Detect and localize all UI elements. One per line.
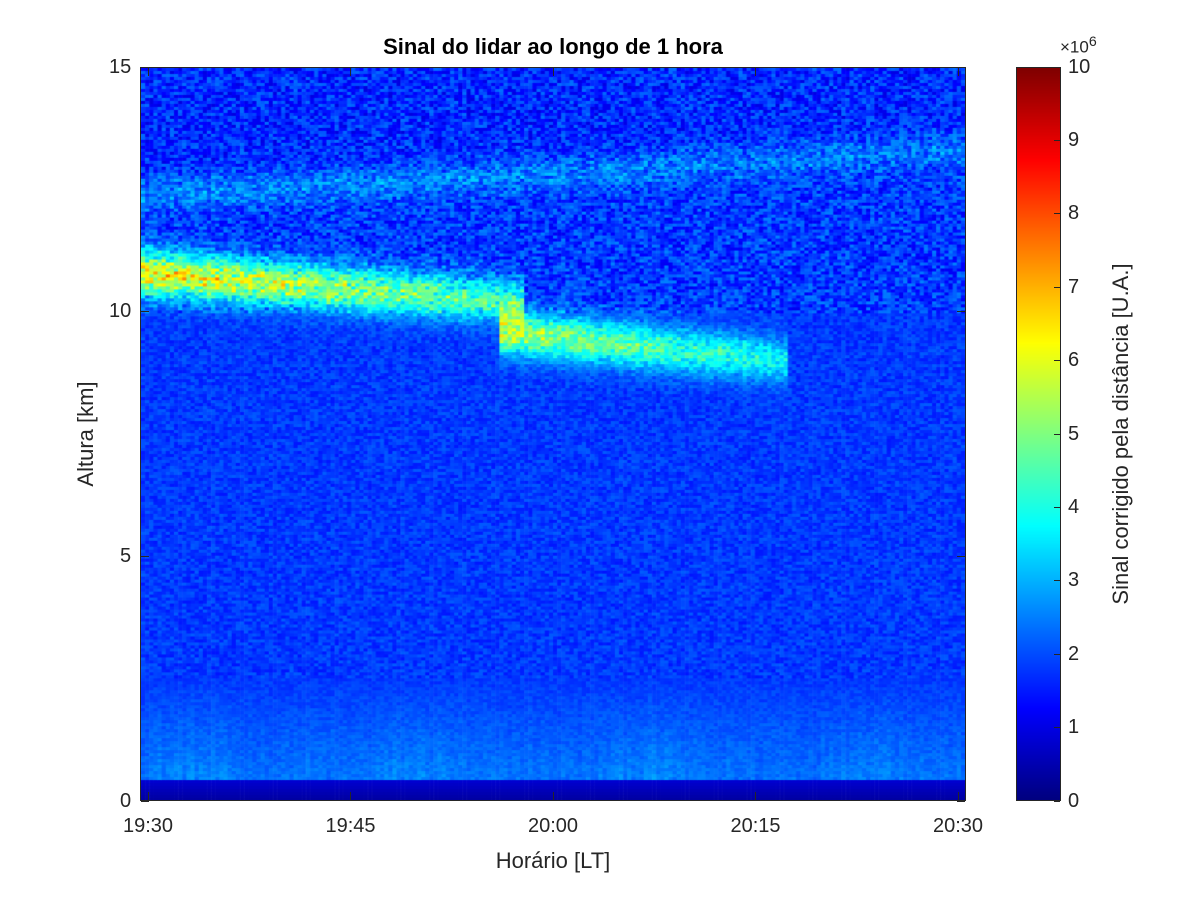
y-tick-mark [141, 311, 149, 313]
x-tick-mark [755, 68, 756, 76]
x-tick-label: 19:30 [123, 815, 174, 837]
x-tick-label: 20:00 [528, 815, 579, 837]
y-tick-label: 0 [120, 789, 132, 812]
x-tick-mark [755, 792, 756, 800]
x-tick-mark [957, 792, 959, 800]
colorbar-tick-label: 2 [1068, 642, 1080, 665]
y-tick-label: 15 [109, 55, 132, 78]
colorbar-tick-mark [1054, 360, 1060, 362]
colorbar-tick-label: 10 [1068, 55, 1091, 78]
y-tick-label: 5 [120, 544, 132, 567]
y-tick-mark [957, 311, 965, 313]
x-tick-mark [350, 792, 351, 800]
y-tick-mark [957, 66, 965, 68]
x-tick-mark [552, 68, 554, 76]
colorbar-tick-label: 3 [1068, 569, 1080, 592]
x-tick-mark [147, 792, 149, 800]
heatmap-plot-area [140, 67, 966, 801]
x-tick-label: 20:15 [730, 815, 781, 837]
colorbar [1016, 67, 1061, 801]
colorbar-tick-label: 7 [1068, 275, 1080, 298]
y-axis-label: Altura [km] [73, 381, 98, 487]
x-tick-label: 20:30 [933, 815, 984, 837]
colorbar-tick-mark [1054, 433, 1060, 435]
y-tick-mark [957, 800, 965, 802]
y-tick-label: 10 [109, 300, 132, 323]
colorbar-tick-mark [1054, 66, 1060, 68]
colorbar-tick-label: 8 [1068, 202, 1080, 225]
colorbar-tick-mark [1054, 653, 1060, 655]
colorbar-tick-label: 6 [1068, 349, 1080, 372]
colorbar-label: Sinal corrigido pela distância [U.A.] [1108, 263, 1133, 605]
colorbar-exponent: ×106 [1060, 34, 1097, 58]
colorbar-tick-mark [1054, 139, 1060, 141]
colorbar-tick-label: 0 [1068, 789, 1080, 812]
y-tick-mark [141, 66, 149, 68]
chart-title: Sinal do lidar ao longo de 1 hora [383, 34, 723, 59]
colorbar-tick-mark [1054, 800, 1060, 802]
colorbar-tick-label: 4 [1068, 495, 1080, 518]
colorbar-exponent-base: ×10 [1060, 37, 1089, 57]
colorbar-tick-mark [1054, 286, 1060, 288]
colorbar-tick-mark [1054, 506, 1060, 508]
colorbar-tick-mark [1054, 213, 1060, 215]
colorbar-tick-mark [1054, 580, 1060, 582]
colorbar-tick-label: 1 [1068, 716, 1080, 739]
y-tick-mark [141, 555, 149, 557]
x-tick-mark [350, 68, 351, 76]
x-tick-mark [552, 792, 554, 800]
heatmap-image [141, 68, 965, 800]
x-tick-label: 19:45 [325, 815, 376, 837]
colorbar-gradient [1017, 68, 1060, 800]
colorbar-tick-label: 5 [1068, 422, 1080, 445]
colorbar-tick-mark [1054, 727, 1060, 729]
x-tick-mark [147, 68, 149, 76]
x-axis-label: Horário [LT] [495, 848, 611, 873]
colorbar-exponent-power: 6 [1088, 34, 1097, 50]
y-tick-mark [141, 800, 149, 802]
y-tick-mark [957, 555, 965, 557]
colorbar-tick-label: 9 [1068, 128, 1080, 151]
x-tick-mark [957, 68, 959, 76]
